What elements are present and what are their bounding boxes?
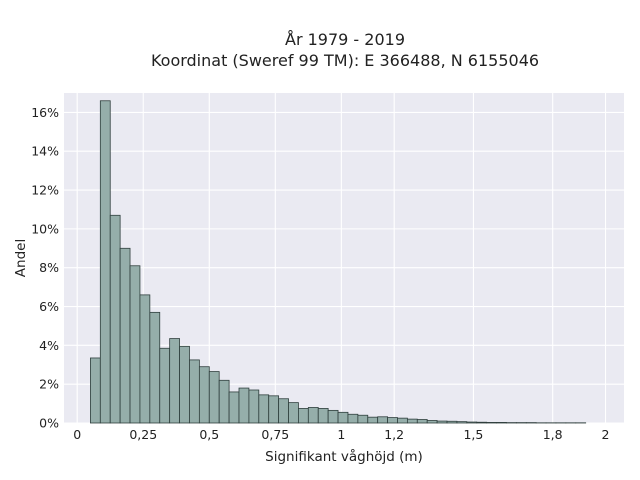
y-tick-label: 6% — [39, 299, 59, 314]
histogram-bar — [179, 345, 190, 424]
x-tick-label: 0,5 — [199, 427, 219, 442]
histogram-bar — [90, 357, 101, 424]
x-tick-label: 2 — [602, 427, 610, 442]
histogram-bar — [377, 416, 388, 424]
histogram-bar — [189, 359, 200, 424]
histogram-bar — [208, 371, 220, 424]
histogram-bar — [416, 419, 428, 424]
x-grid-lines — [76, 93, 607, 423]
histogram-bar — [288, 402, 299, 424]
histogram-bar — [149, 311, 161, 424]
histogram-bar — [218, 379, 230, 424]
histogram-bar — [258, 394, 270, 424]
y-tick-label: 8% — [39, 260, 59, 275]
histogram-bar — [139, 294, 151, 424]
histogram-bar — [129, 265, 141, 424]
histogram-bar — [109, 214, 121, 424]
x-axis-label: Signifikant våghöjd (m) — [265, 448, 423, 465]
x-tick-label: 0,25 — [129, 427, 157, 442]
histogram-bar — [496, 422, 507, 424]
histogram-bar — [198, 366, 210, 424]
histogram-bar — [278, 398, 289, 424]
histogram-bar — [446, 420, 458, 424]
y-tick-label: 12% — [31, 183, 59, 198]
chart-title-line2: Koordinat (Sweref 99 TM): E 366488, N 61… — [151, 51, 539, 70]
histogram-bar — [486, 422, 497, 424]
histogram-bar — [337, 411, 349, 424]
histogram-bar — [159, 347, 171, 424]
histogram-bar — [169, 338, 180, 424]
x-tick-label: 1 — [337, 427, 345, 442]
histogram-bar — [466, 421, 478, 424]
histogram-bar — [456, 421, 468, 424]
y-tick-label: 14% — [31, 144, 59, 159]
x-tick-labels: 0 0,25 0,5 0,75 1 1,2 1,5 1,8 2 — [73, 427, 609, 442]
x-tick-label: 0,75 — [261, 427, 289, 442]
histogram-bar — [347, 413, 359, 424]
y-tick-label: 4% — [39, 338, 59, 353]
histogram-bar — [99, 100, 111, 424]
histogram-bar — [436, 420, 448, 424]
histogram-bar — [268, 395, 280, 424]
histogram-bar — [357, 414, 369, 424]
histogram-bar — [476, 421, 488, 424]
y-axis-label: Andel — [13, 239, 29, 277]
histogram-bar — [298, 408, 309, 424]
histogram-bar — [426, 420, 438, 424]
histogram-bar — [307, 407, 319, 424]
x-tick-label: 1,2 — [384, 427, 404, 442]
x-tick-label: 1,5 — [463, 427, 483, 442]
histogram-bar — [406, 418, 418, 424]
histogram-bar — [248, 389, 260, 424]
histogram-bars — [90, 100, 587, 424]
y-tick-labels: 0% 2% 4% 6% 8% 10% 12% 14% 16% — [31, 105, 59, 431]
histogram-bar — [317, 408, 329, 424]
x-tick-label: 0 — [73, 427, 81, 442]
histogram-bar — [238, 387, 250, 424]
histogram-bar — [387, 417, 398, 424]
histogram-bar — [367, 416, 379, 424]
y-tick-label: 2% — [39, 377, 59, 392]
histogram-bar — [228, 391, 240, 424]
y-tick-label: 0% — [39, 416, 59, 431]
histogram-bar — [119, 247, 131, 424]
histogram-bar — [397, 417, 408, 424]
x-tick-label: 1,8 — [543, 427, 563, 442]
y-tick-label: 16% — [31, 105, 59, 120]
y-tick-label: 10% — [31, 221, 59, 236]
chart-title-line1: År 1979 - 2019 — [285, 30, 405, 49]
histogram-bar — [327, 409, 339, 424]
